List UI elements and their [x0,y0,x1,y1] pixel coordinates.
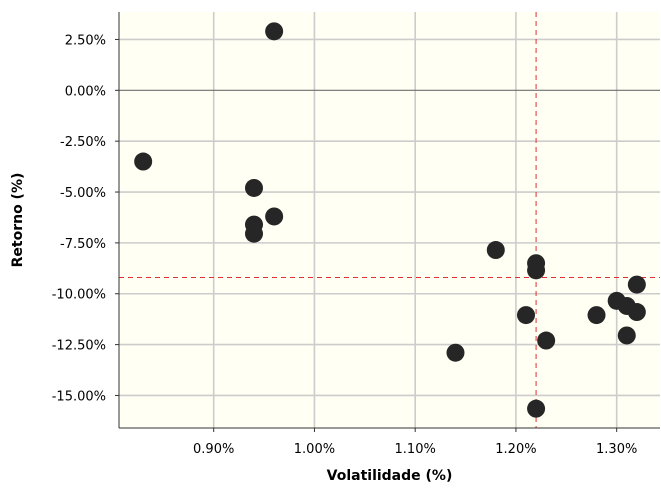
x-tick-labels: 0.90% 1.00% 1.10% 1.20% 1.30% [193,442,637,457]
data-point [627,275,646,294]
data-point [446,343,465,362]
data-point [527,261,546,280]
data-point [627,303,646,322]
y-tick-label: -10.00% [52,288,106,303]
x-tick-label: 0.90% [193,442,234,457]
data-point [617,326,636,345]
y-tick-label: -15.00% [52,389,106,404]
x-tick-label: 1.00% [294,442,335,457]
y-tick-labels: 2.50% 0.00% -2.50% -5.00% -7.50% -10.00% -12.5… [52,33,106,404]
data-point [537,331,556,350]
y-tick-label: -7.50% [60,237,106,252]
axes [115,12,660,432]
y-tick-label: 0.00% [65,84,106,99]
reference-lines [119,12,660,428]
data-point [265,207,284,226]
y-tick-label: -5.00% [60,186,106,201]
data-point [265,22,284,41]
data-point [527,399,546,418]
data-point [517,306,536,325]
x-tick-label: 1.30% [596,442,637,457]
y-axis-title: Retorno (%) [10,173,26,268]
data-point [134,152,153,171]
x-tick-label: 1.20% [495,442,536,457]
y-tick-label: -2.50% [60,135,106,150]
data-points [134,22,646,418]
grid-lines [119,12,660,428]
x-axis-title: Volatilidade (%) [327,468,453,484]
plot-background [119,12,660,428]
y-tick-label: -12.50% [52,339,106,354]
x-tick-label: 1.10% [395,442,436,457]
data-point [244,224,263,243]
data-point [244,178,263,197]
y-tick-label: 2.50% [65,33,106,48]
data-point [486,241,505,260]
data-point [587,306,606,325]
